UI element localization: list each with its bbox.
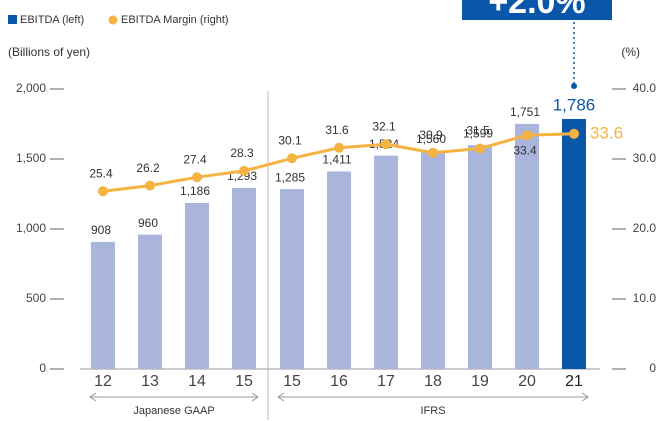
y2-tick-label: 30.0 [633,151,657,165]
y-tick-label: 2,000 [16,81,46,95]
bar-value-label: 1,285 [275,170,305,184]
margin-value-label: 30.1 [278,133,302,147]
margin-value-label: 30.9 [419,128,443,142]
bar [468,145,492,369]
y-tick-label: 0 [39,361,46,375]
bar [421,150,445,369]
y-tick-label: 1,500 [16,151,46,165]
margin-point [381,139,391,150]
margin-point [192,172,202,183]
callout-dot [571,83,577,89]
y2-tick-label: 0 [649,361,656,375]
group-arrow [89,392,259,402]
margin-point [334,142,344,153]
x-tick-label: 17 [377,373,395,390]
bar [515,123,539,369]
margin-point [239,165,249,176]
x-tick-label: 16 [330,373,348,390]
x-tick-label: 18 [424,373,442,390]
group-label: Japanese GAAP [133,405,214,417]
x-tick-label: 13 [141,373,159,390]
x-tick-label: 14 [188,373,206,390]
margin-point [522,130,532,141]
margin-value-label: 27.4 [183,152,207,166]
margin-point [145,180,155,191]
x-tick-label: 21 [565,373,583,390]
bar-value-label: 960 [138,216,158,230]
bar-value-label: 1,186 [180,184,210,198]
bar-value-label: 1,560 [416,132,446,146]
x-tick-label: 19 [471,373,489,390]
bar-value-label: 1,786 [553,95,596,114]
callout: +2.0% [488,0,585,21]
y2-tick-label: 20.0 [633,221,657,235]
margin-value-label: 31.6 [325,123,349,137]
bar [374,155,398,369]
callout-box [462,0,612,20]
bar [232,187,256,369]
y-tick-label: 500 [26,291,46,305]
x-tick-label: 15 [235,373,253,390]
bar [91,241,115,369]
margin-value-label: 28.3 [230,146,254,160]
x-tick-label: 12 [94,373,112,390]
margin-value-label: 32.1 [372,119,396,133]
y2-axis-label: (%) [621,45,640,59]
bar [280,189,304,369]
y-tick-label: 1,000 [16,221,46,235]
legend-swatch [108,15,118,25]
bar [185,202,209,369]
group-label: IFRS [420,405,445,417]
margin-value-label: 26.2 [136,161,160,175]
margin-point [475,143,485,154]
margin-point [287,153,297,164]
y2-tick-label: 10.0 [633,291,657,305]
bar [327,171,351,369]
bar-value-label: 1,411 [322,153,351,167]
x-tick-label: 15 [283,373,301,390]
bar-value-label: 1,599 [463,126,493,140]
y2-tick-label: 40.0 [633,81,657,95]
bar-value-label: 908 [91,223,111,237]
x-tick-label: 20 [518,373,536,390]
margin-value-label: 33.4 [513,143,537,157]
legend-swatch [8,15,17,24]
group-arrow [277,392,589,402]
margin-point [569,128,579,139]
bar-value-label: 1,751 [510,105,540,119]
margin-point [98,186,108,197]
margin-point [428,147,438,158]
margin-value-label: 25.4 [89,166,113,180]
legend-label: EBITDA (left) [20,14,84,26]
bar [562,118,586,370]
bar [138,234,162,369]
y-axis-label: (Billions of yen) [8,45,90,59]
margin-value-label: 31.5 [466,124,490,138]
legend-label: EBITDA Margin (right) [121,14,229,26]
margin-value-label: 33.6 [590,123,623,142]
